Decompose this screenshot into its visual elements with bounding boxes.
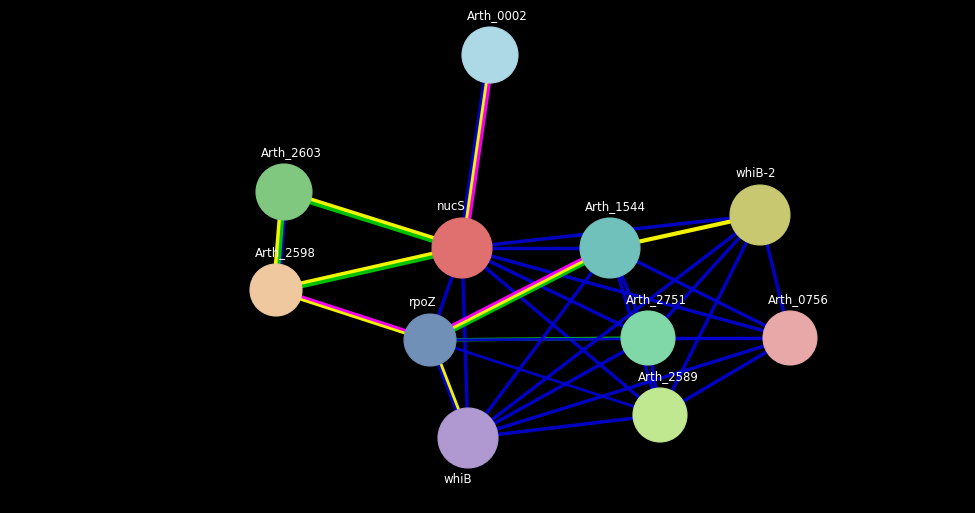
Circle shape <box>256 164 312 220</box>
Text: Arth_1544: Arth_1544 <box>585 200 646 213</box>
Circle shape <box>730 185 790 245</box>
Circle shape <box>633 388 687 442</box>
Circle shape <box>404 314 456 366</box>
Text: whiB: whiB <box>443 473 472 486</box>
Circle shape <box>621 311 675 365</box>
Text: rpoZ: rpoZ <box>409 296 437 309</box>
Circle shape <box>438 408 498 468</box>
Circle shape <box>432 218 492 278</box>
Circle shape <box>763 311 817 365</box>
Text: nucS: nucS <box>437 200 466 213</box>
Text: whiB-2: whiB-2 <box>735 167 775 180</box>
Text: Arth_2603: Arth_2603 <box>261 146 322 159</box>
Text: Arth_2751: Arth_2751 <box>626 293 687 306</box>
Circle shape <box>462 27 518 83</box>
Circle shape <box>580 218 640 278</box>
Text: Arth_0002: Arth_0002 <box>467 9 527 22</box>
Text: Arth_2589: Arth_2589 <box>638 370 699 383</box>
Text: Arth_2598: Arth_2598 <box>255 246 316 259</box>
Text: Arth_0756: Arth_0756 <box>768 293 829 306</box>
Circle shape <box>250 264 302 316</box>
